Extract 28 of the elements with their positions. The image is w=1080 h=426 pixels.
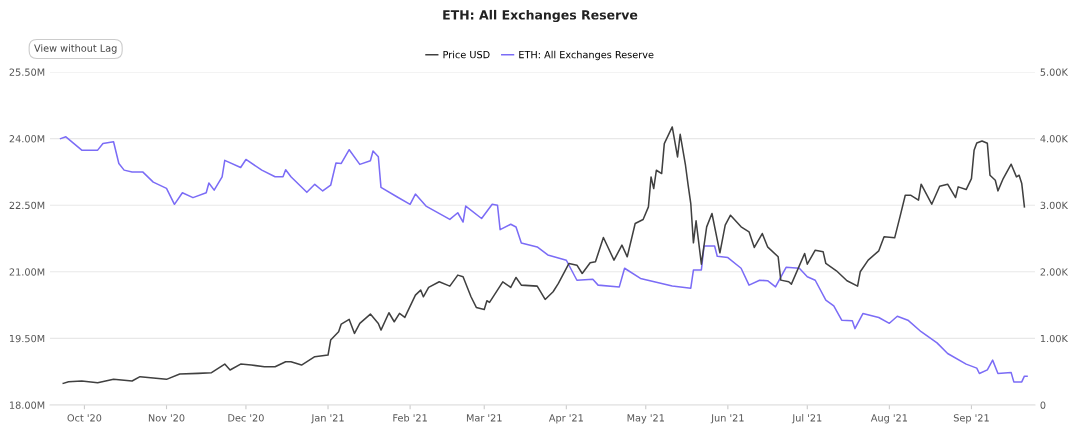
x-tick-label: Oct '20	[67, 414, 102, 422]
x-tick-label: May '21	[627, 414, 664, 424]
x-tick-label: Jan '21	[310, 414, 344, 424]
x-tick-label: Dec '20	[228, 414, 264, 422]
y-tick-label: 21.00M	[9, 268, 45, 276]
text: View without Lag	[34, 44, 117, 54]
chart-title: ETH: All Exchanges Reserve	[443, 9, 638, 23]
x-tick-label: Aug '21	[870, 414, 908, 424]
x-tick-label: Feb '21	[393, 414, 427, 422]
x-tick-label: Apr '21	[548, 414, 583, 424]
x-tick-label: Sep '21	[953, 414, 989, 424]
legend-label: Price USD	[443, 50, 490, 59]
y2-tick-label: 2.00K	[1040, 268, 1069, 276]
y2-tick-label: 3.00K	[1040, 201, 1069, 210]
y2-tick-label: 4.00K	[1040, 135, 1069, 143]
legend-label: ETH: All Exchanges Reserve	[519, 50, 654, 61]
y-tick-label: 25.50M	[9, 68, 45, 76]
y2-tick-label: 0	[1040, 401, 1046, 409]
y-tick-label: 24.00M	[9, 135, 45, 143]
y-tick-label: 18.00M	[9, 401, 45, 409]
x-tick-label: Jul '21	[791, 414, 822, 424]
x-tick-label: Jun '21	[710, 414, 744, 424]
x-tick-label: Mar '21	[466, 414, 502, 422]
y2-tick-label: 1.00K	[1040, 334, 1069, 343]
x-tick-label: Nov '20	[148, 414, 185, 422]
y-tick-label: 19.50M	[9, 334, 45, 343]
y-tick-label: 22.50M	[9, 201, 45, 210]
y2-tick-label: 5.00K	[1040, 68, 1069, 76]
